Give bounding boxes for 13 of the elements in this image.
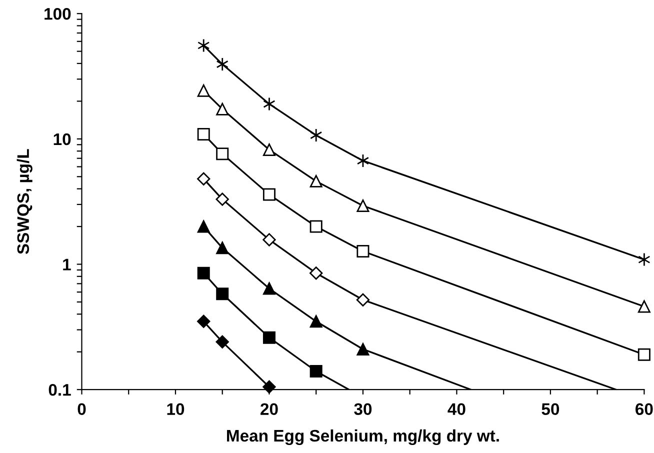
x-tick-label: 10 <box>167 403 184 416</box>
y-tick-label: 100 <box>44 8 71 20</box>
y-axis-title: SSWQS, µg/L <box>16 149 32 254</box>
y-tick-label: 0.1 <box>48 384 71 396</box>
x-tick-label: 30 <box>354 403 372 416</box>
x-tick-label: 60 <box>636 403 653 416</box>
y-tick-label: 1 <box>63 258 71 270</box>
x-tick-label: 0 <box>78 403 86 416</box>
x-tick-label: 50 <box>542 403 560 416</box>
x-tick-label: 20 <box>260 403 278 416</box>
x-axis-title: Mean Egg Selenium, mg/kg dry wt. <box>227 429 499 446</box>
y-tick-label: 10 <box>54 133 71 146</box>
x-tick-label: 40 <box>448 403 466 416</box>
